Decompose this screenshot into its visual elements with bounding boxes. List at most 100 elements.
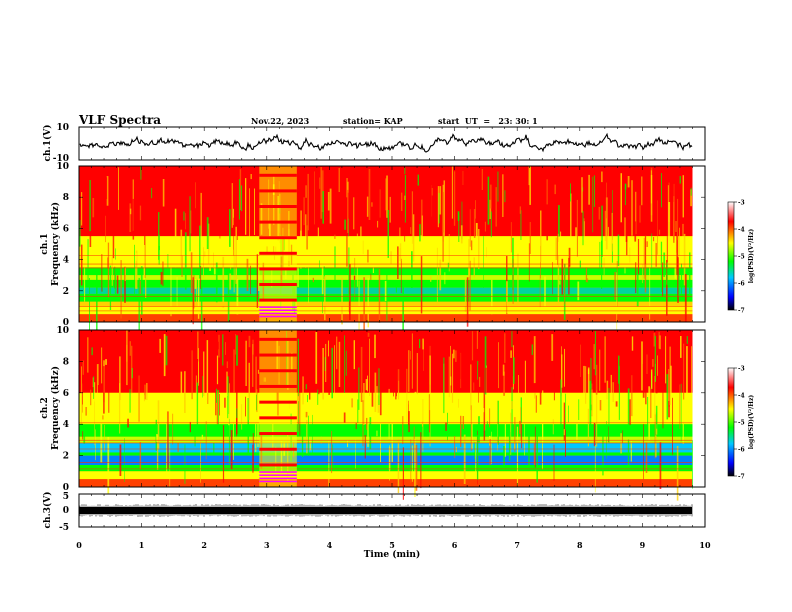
spectrogram-streak bbox=[683, 343, 685, 400]
spectrogram-streak bbox=[138, 375, 140, 422]
spectrogram-streak bbox=[405, 217, 408, 233]
spectrogram-streak bbox=[665, 336, 667, 384]
spectrogram-streak bbox=[79, 220, 81, 247]
spectrogram-streak bbox=[423, 340, 424, 371]
spectrogram-streak bbox=[498, 342, 499, 389]
spectrogram-streak bbox=[131, 345, 133, 394]
spectrogram-streak bbox=[332, 444, 334, 466]
spectrogram-streak bbox=[470, 405, 472, 451]
spectrogram-streak bbox=[107, 437, 110, 494]
spectrogram-streak bbox=[160, 272, 163, 285]
spectrogram-streak bbox=[475, 223, 478, 262]
spectrogram-streak bbox=[593, 344, 595, 370]
spectrogram-streak bbox=[255, 356, 257, 406]
spectrogram-streak bbox=[593, 175, 595, 207]
spectrogram-streak bbox=[598, 206, 601, 220]
spectrogram-streak bbox=[193, 275, 195, 309]
spectrogram-streak bbox=[207, 393, 209, 404]
spectrogram-streak bbox=[576, 401, 578, 441]
spectrogram-streak bbox=[511, 331, 513, 348]
spectrogram-streak bbox=[447, 412, 448, 441]
spectrogram-streak bbox=[386, 269, 388, 321]
spectrogram-streak bbox=[239, 169, 242, 210]
colorbar-tick-label: -3 bbox=[738, 200, 745, 207]
spectrogram-streak bbox=[172, 413, 174, 445]
spectrogram-streak bbox=[362, 400, 364, 447]
spectrogram-streak bbox=[481, 169, 483, 190]
spectrogram-streak bbox=[170, 267, 172, 317]
spectrogram-streak bbox=[511, 347, 514, 377]
spectrogram-streak bbox=[206, 217, 209, 249]
spectrogram-streak bbox=[451, 353, 454, 403]
spectrogram-block-stripe bbox=[259, 312, 297, 315]
spectrogram-streak bbox=[374, 372, 377, 412]
spectrogram-streak bbox=[190, 335, 192, 375]
spectrogram-streak bbox=[256, 394, 257, 411]
spectrogram-streak bbox=[413, 426, 415, 461]
spectrogram-streak bbox=[338, 341, 341, 387]
spectrogram-streak bbox=[460, 415, 462, 447]
frequency-tick-label: 2 bbox=[63, 452, 69, 462]
spectrogram-streak bbox=[417, 174, 419, 186]
spectrogram-streak bbox=[319, 260, 320, 272]
time-axis-tick-label: 9 bbox=[640, 540, 646, 550]
spectrogram-streak bbox=[686, 336, 688, 344]
spectrogram-streak bbox=[395, 282, 397, 293]
spectrogram-streak bbox=[473, 209, 476, 238]
spectrogram-streak bbox=[189, 196, 191, 252]
spectrogram-streak bbox=[195, 375, 197, 401]
spectrogram-streak bbox=[622, 430, 623, 444]
spectrogram-streak bbox=[486, 247, 487, 258]
spectrogram-streak bbox=[487, 176, 490, 225]
spectrogram-streak bbox=[476, 435, 479, 480]
spectrogram-streak bbox=[606, 182, 607, 219]
spectrogram-streak bbox=[112, 202, 115, 259]
spectrogram-streak bbox=[230, 430, 233, 470]
spectrogram-streak bbox=[564, 348, 565, 387]
time-axis-tick-label: 3 bbox=[264, 540, 270, 550]
spectrogram-streak bbox=[601, 205, 603, 257]
spectrogram-streak bbox=[228, 418, 230, 465]
spectrogram-streak bbox=[581, 177, 583, 213]
spectrogram-streak bbox=[464, 279, 467, 312]
spectrogram-streak bbox=[414, 438, 416, 497]
spectrogram-block-stripe bbox=[259, 384, 297, 388]
spectrogram-streak bbox=[638, 206, 640, 218]
spectrogram-streak bbox=[557, 220, 558, 265]
spectrogram-streak bbox=[568, 405, 569, 423]
spectrogram-streak bbox=[396, 383, 397, 397]
spectrogram-streak bbox=[360, 346, 363, 402]
spectrogram-streak bbox=[654, 414, 656, 459]
spectrogram-streak bbox=[410, 439, 412, 483]
spectrogram-streak bbox=[257, 394, 259, 448]
spectrogram-streak bbox=[369, 338, 370, 396]
spectrogram-streak bbox=[513, 357, 515, 384]
spectrogram-streak bbox=[516, 426, 519, 486]
spectrogram-streak bbox=[226, 361, 228, 369]
spectrogram-streak bbox=[490, 184, 492, 209]
spectrogram-streak bbox=[95, 429, 96, 461]
spectrogram-streak bbox=[646, 354, 648, 374]
spectrogram-streak bbox=[473, 382, 475, 391]
ch2-spectrogram-image bbox=[79, 330, 693, 501]
spectrogram-streak bbox=[399, 243, 402, 262]
spectrogram-streak bbox=[614, 271, 616, 300]
spectrogram-streak bbox=[334, 246, 336, 280]
spectrogram-streak bbox=[497, 400, 498, 451]
spectrogram-streak bbox=[540, 245, 541, 279]
spectrogram-band bbox=[79, 301, 693, 307]
spectrogram-block-stripe bbox=[259, 477, 297, 480]
spectrogram-streak bbox=[157, 400, 160, 450]
spectrogram-streak bbox=[194, 432, 196, 447]
spectrogram-streak bbox=[627, 176, 630, 188]
spectrogram-streak bbox=[151, 188, 153, 199]
spectrogram-streak bbox=[158, 212, 160, 260]
spectrogram-streak bbox=[404, 209, 406, 242]
spectrogram-streak bbox=[188, 176, 191, 201]
spectrogram-streak bbox=[666, 262, 668, 286]
spectrogram-streak bbox=[320, 167, 322, 219]
spectrogram-streak bbox=[397, 439, 400, 493]
spectrogram-streak bbox=[443, 357, 445, 414]
spectrogram-streak bbox=[565, 393, 566, 427]
spectrogram-streak bbox=[585, 366, 587, 404]
